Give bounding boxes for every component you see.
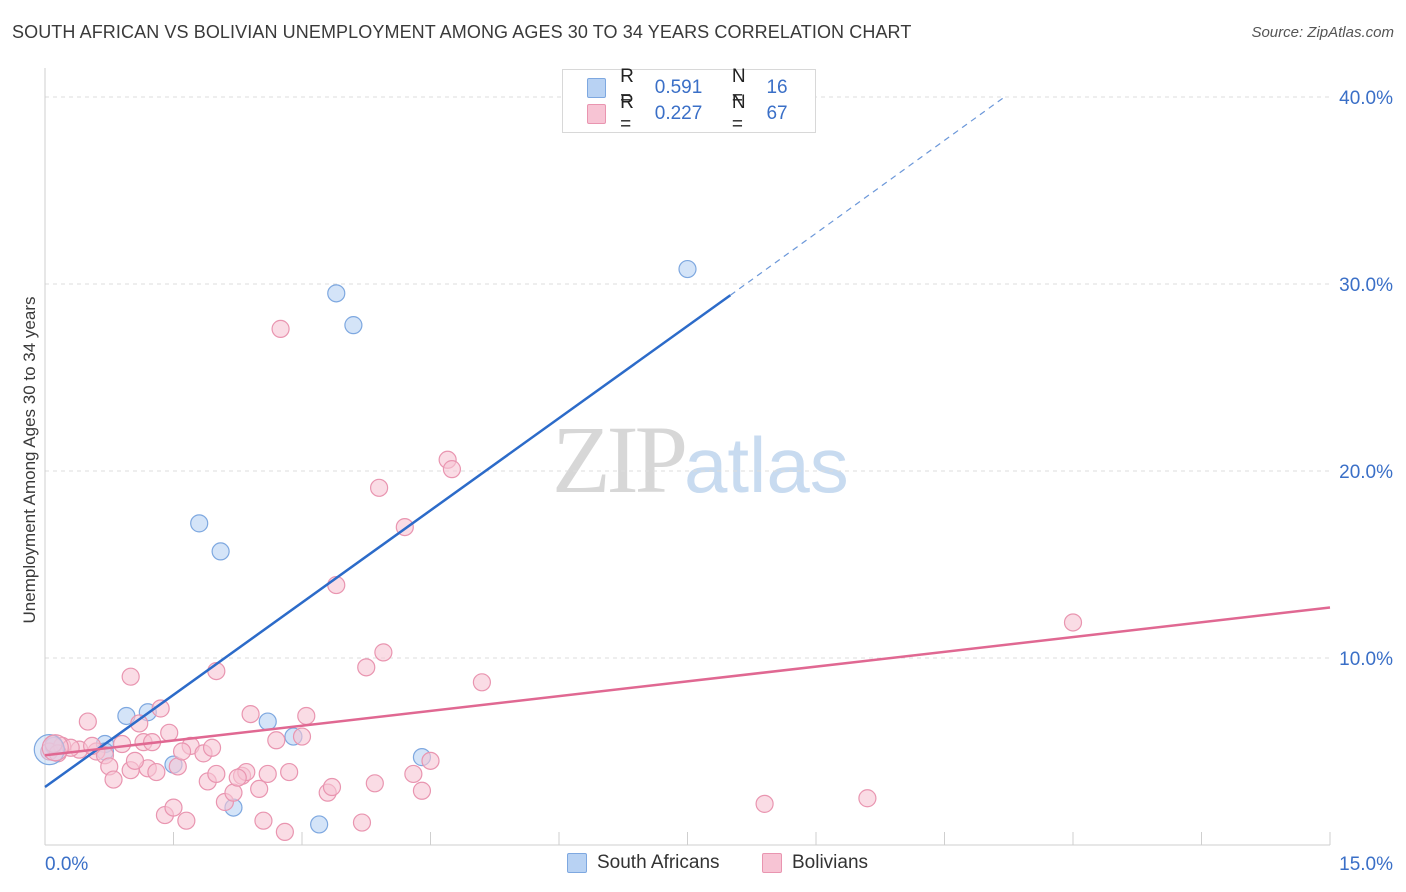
watermark-atlas: atlas bbox=[684, 421, 849, 509]
bolivian-point bbox=[177, 811, 196, 830]
bolivian-point bbox=[224, 783, 243, 802]
legend-n-label: N = bbox=[731, 92, 746, 135]
watermark: ZIPatlas bbox=[552, 404, 849, 515]
bolivian-point bbox=[352, 813, 372, 832]
bolivian-point bbox=[112, 734, 132, 754]
legend-r-value: 0.227 bbox=[654, 103, 703, 124]
south-african-point bbox=[258, 712, 277, 731]
legend-row-bolivians: R = 0.227 N = 67 bbox=[587, 92, 815, 135]
bolivian-point bbox=[412, 781, 432, 800]
bolivian-point bbox=[254, 811, 273, 830]
bolivian-point bbox=[442, 460, 462, 479]
bolivian-point bbox=[41, 734, 69, 762]
legend-r-label: R = bbox=[620, 66, 634, 109]
bottom-legend-label: South Africans bbox=[597, 852, 720, 873]
chart-title: SOUTH AFRICAN VS BOLIVIAN UNEMPLOYMENT A… bbox=[12, 22, 912, 42]
bolivian-point bbox=[297, 706, 316, 726]
bolivian-point bbox=[271, 319, 290, 338]
correlation-legend: R = 0.591 N = 16 R = 0.227 N = 67 bbox=[562, 66, 816, 135]
bolivian-point bbox=[168, 757, 187, 776]
bolivian-point bbox=[755, 794, 774, 813]
bolivian-point bbox=[258, 764, 277, 784]
y-tick-label: 20.0% bbox=[1339, 462, 1393, 483]
y-tick-label: 10.0% bbox=[1339, 649, 1393, 670]
bolivian-point bbox=[280, 762, 299, 782]
bolivian-point bbox=[365, 774, 384, 793]
south-african-point bbox=[190, 514, 209, 533]
bottom-legend-bolivians[interactable]: Bolivians bbox=[762, 852, 868, 874]
watermark-zip: ZIP bbox=[552, 406, 688, 513]
y-tick-label: 30.0% bbox=[1339, 275, 1393, 296]
bolivian-point bbox=[858, 789, 877, 808]
south-african-point bbox=[327, 284, 346, 303]
bottom-legend-swatch-pink bbox=[762, 853, 782, 873]
bolivian-point bbox=[207, 764, 226, 784]
south-african-point bbox=[344, 316, 363, 335]
bolivian-point bbox=[121, 667, 140, 686]
bolivian-point bbox=[78, 712, 97, 731]
legend-n-value: 16 bbox=[766, 77, 788, 98]
bolivian-point bbox=[421, 751, 440, 770]
bolivian-point bbox=[404, 764, 423, 784]
bolivian-point bbox=[322, 777, 342, 797]
bolivian-point bbox=[1063, 613, 1083, 632]
legend-r-value: 0.591 bbox=[654, 77, 703, 98]
south-african-point bbox=[211, 542, 230, 561]
bolivian-point bbox=[164, 798, 183, 817]
bottom-legend-label: Bolivians bbox=[792, 852, 869, 873]
bolivian-point bbox=[130, 714, 149, 733]
bottom-legend-south-africans[interactable]: South Africans bbox=[567, 852, 720, 874]
south-african-trend-line bbox=[44, 294, 732, 789]
bolivian-point bbox=[250, 779, 269, 799]
bolivian-point bbox=[370, 478, 389, 497]
south-african-point bbox=[678, 259, 697, 279]
legend-n-value: 67 bbox=[766, 103, 788, 124]
x-tick-label: 0.0% bbox=[45, 854, 88, 875]
legend-row-south-africans: R = 0.591 N = 16 bbox=[587, 66, 815, 109]
south-african-point bbox=[310, 815, 329, 834]
south-african-trend-extension bbox=[729, 96, 1005, 296]
bolivian-point bbox=[147, 762, 166, 782]
bolivian-point bbox=[292, 727, 312, 746]
bolivian-point bbox=[160, 723, 179, 742]
bolivian-point bbox=[228, 768, 247, 787]
bolivian-point bbox=[241, 704, 260, 724]
south-african-point bbox=[33, 734, 65, 766]
legend-r-label: R = bbox=[620, 92, 634, 135]
bolivian-point bbox=[125, 751, 145, 770]
bolivian-trend-line bbox=[44, 606, 1331, 757]
bolivian-point bbox=[104, 770, 123, 789]
bolivian-point bbox=[374, 643, 393, 662]
bottom-legend-swatch-blue bbox=[567, 853, 587, 873]
bolivian-point bbox=[472, 673, 491, 692]
legend-swatch-blue bbox=[587, 78, 607, 98]
source-label: Source: ZipAtlas.com bbox=[1251, 24, 1394, 41]
y-tick-label: 40.0% bbox=[1339, 88, 1393, 109]
bolivian-point bbox=[172, 742, 192, 761]
legend-n-label: N = bbox=[731, 66, 746, 109]
bolivian-point bbox=[357, 658, 376, 677]
bolivian-point bbox=[151, 699, 170, 718]
x-tick-label: 15.0% bbox=[1339, 854, 1393, 875]
bolivian-point bbox=[275, 822, 294, 842]
legend-swatch-pink bbox=[587, 104, 607, 124]
bolivian-point bbox=[202, 738, 222, 757]
bolivian-point bbox=[267, 731, 286, 750]
